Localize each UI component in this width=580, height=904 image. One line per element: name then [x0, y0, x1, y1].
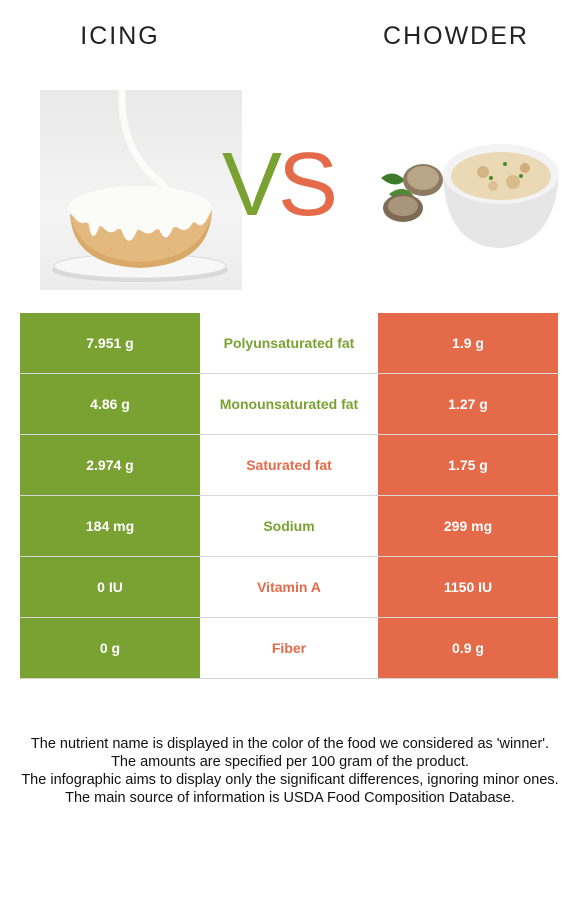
table-row: 7.951 g Polyunsaturated fat 1.9 g [20, 313, 558, 374]
right-value: 0.9 g [378, 618, 558, 678]
nutrient-name: Sodium [200, 496, 378, 556]
nutrient-comparison-table: 7.951 g Polyunsaturated fat 1.9 g 4.86 g Mon… [20, 313, 558, 679]
nutrient-name: Monounsaturated fat [200, 374, 378, 434]
footer-line-2: The amounts are specified per 100 gram o… [111, 754, 469, 770]
vs-label: VS [222, 140, 338, 230]
icing-image [40, 89, 242, 290]
chowder-bowl-illustration [381, 144, 559, 248]
table-row: 0 g Fiber 0.9 g [20, 618, 558, 679]
left-food-title: ICING [80, 22, 160, 50]
right-value: 1.75 g [378, 435, 558, 495]
vs-v-letter: V [222, 135, 282, 235]
nutrient-name: Saturated fat [200, 435, 378, 495]
left-value: 7.951 g [20, 313, 200, 373]
footer-line-1: The nutrient name is displayed in the co… [30, 736, 550, 752]
footer-notes: The nutrient name is displayed in the co… [20, 735, 560, 807]
footer-line-3: The infographic aims to display only the… [21, 772, 559, 788]
table-row: 0 IU Vitamin A 1150 IU [20, 557, 558, 618]
left-value: 2.974 g [20, 435, 200, 495]
left-value: 184 mg [20, 496, 200, 556]
left-value: 0 g [20, 618, 200, 678]
right-value: 299 mg [378, 496, 558, 556]
nutrient-name: Polyunsaturated fat [200, 313, 378, 373]
footer-line-4: The main source of information is USDA F… [65, 790, 515, 806]
right-value: 1150 IU [378, 557, 558, 617]
table-row: 4.86 g Monounsaturated fat 1.27 g [20, 374, 558, 435]
left-value: 4.86 g [20, 374, 200, 434]
right-food-title: CHOWDER [383, 22, 529, 50]
left-value: 0 IU [20, 557, 200, 617]
nutrient-name: Vitamin A [200, 557, 378, 617]
vs-s-letter: S [278, 135, 338, 235]
table-row: 184 mg Sodium 299 mg [20, 496, 558, 557]
icing-cake-illustration [52, 89, 228, 282]
table-row: 2.974 g Saturated fat 1.75 g [20, 435, 558, 496]
right-value: 1.9 g [378, 313, 558, 373]
right-value: 1.27 g [378, 374, 558, 434]
nutrient-name: Fiber [200, 618, 378, 678]
chowder-image [365, 128, 565, 253]
